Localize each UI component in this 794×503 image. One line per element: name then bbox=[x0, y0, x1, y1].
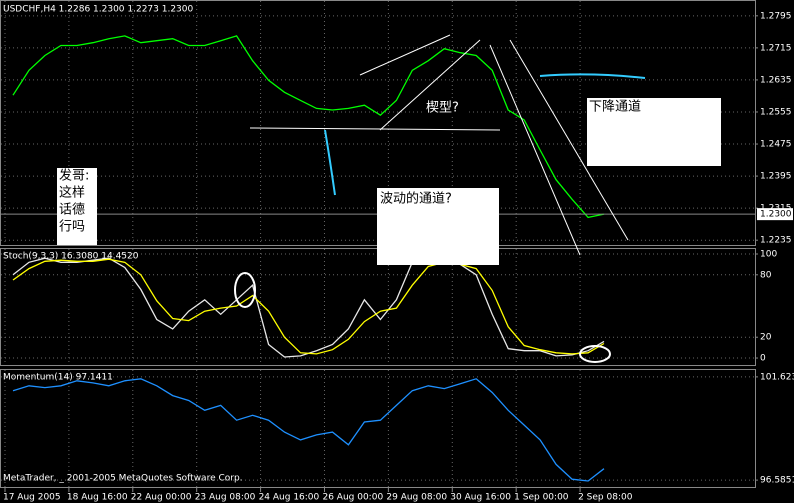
x-tick-label: 23 Aug 08:00 bbox=[195, 493, 256, 503]
circle-mark bbox=[234, 272, 256, 308]
x-tick-label: 29 Aug 08:00 bbox=[386, 493, 447, 503]
x-tick-label: 17 Aug 2005 bbox=[3, 493, 61, 503]
series-line bbox=[12, 378, 605, 482]
note-text: 这样 bbox=[59, 185, 85, 201]
note-text: 话德 bbox=[59, 203, 85, 218]
y-tick-label: 80 bbox=[760, 270, 772, 280]
x-tick-label: 18 Aug 16:00 bbox=[67, 493, 128, 503]
annotation: 楔型? bbox=[426, 101, 459, 116]
note-text: 行吗 bbox=[59, 220, 85, 235]
current-price-bg bbox=[757, 208, 793, 221]
down-channel-line bbox=[509, 39, 629, 241]
x-tick-label: 24 Aug 16:00 bbox=[259, 493, 320, 503]
down-channel-line bbox=[489, 44, 581, 256]
x-tick-label: 22 Aug 00:00 bbox=[131, 493, 192, 503]
y-tick-label: 0 bbox=[760, 354, 766, 364]
y-tick-label: 1.2555 bbox=[760, 107, 792, 117]
y-tick-label: 1.2235 bbox=[760, 236, 792, 246]
note-box bbox=[587, 98, 721, 166]
x-tick-label: 26 Aug 00:00 bbox=[322, 493, 383, 503]
label-bg bbox=[424, 100, 468, 116]
channel-line bbox=[249, 127, 501, 131]
x-tick-label: 30 Aug 16:00 bbox=[450, 493, 511, 503]
x-tick-label: 1 Sep 00:00 bbox=[514, 493, 569, 503]
series-line bbox=[12, 258, 605, 355]
y-tick-label: 1.2635 bbox=[760, 75, 792, 85]
channel-line bbox=[359, 34, 451, 76]
panel-title: USDCHF,H4 1.2286 1.2300 1.2273 1.2300 bbox=[3, 5, 193, 15]
current-price-label: 1.2300 bbox=[760, 210, 792, 220]
annotation: 下降通道 bbox=[589, 100, 641, 115]
note-box bbox=[377, 188, 499, 265]
y-tick-label: 1.2795 bbox=[760, 11, 792, 21]
y-tick-label: 1.2475 bbox=[760, 140, 792, 150]
circle-mark bbox=[579, 345, 611, 363]
note-box bbox=[57, 168, 97, 245]
series-line bbox=[12, 35, 605, 219]
blue-arrow bbox=[539, 73, 646, 79]
wedge-line bbox=[379, 39, 481, 131]
annotation: 波动的通道? bbox=[380, 191, 452, 207]
blue-arrow bbox=[324, 129, 336, 196]
footer: MetaTrader, _ 2001-2005 MetaQuotes Softw… bbox=[3, 474, 243, 484]
panel-title: Stoch(9,3,3) 16.3080 14.4520 bbox=[3, 252, 139, 262]
x-tick-label: 2 Sep 08:00 bbox=[578, 493, 633, 503]
note-text: 发哥: bbox=[59, 168, 89, 184]
y-tick-label: 101.623 bbox=[760, 372, 794, 382]
momentum-panel-frame bbox=[0, 369, 756, 488]
y-tick-label: 20 bbox=[760, 333, 772, 343]
y-tick-label: 96.5851 bbox=[760, 476, 794, 486]
y-tick-label: 100 bbox=[760, 249, 777, 259]
y-tick-label: 1.2715 bbox=[760, 43, 792, 53]
panel-title: Momentum(14) 97.1411 bbox=[3, 373, 113, 383]
y-tick-label: 1.2395 bbox=[760, 172, 792, 182]
